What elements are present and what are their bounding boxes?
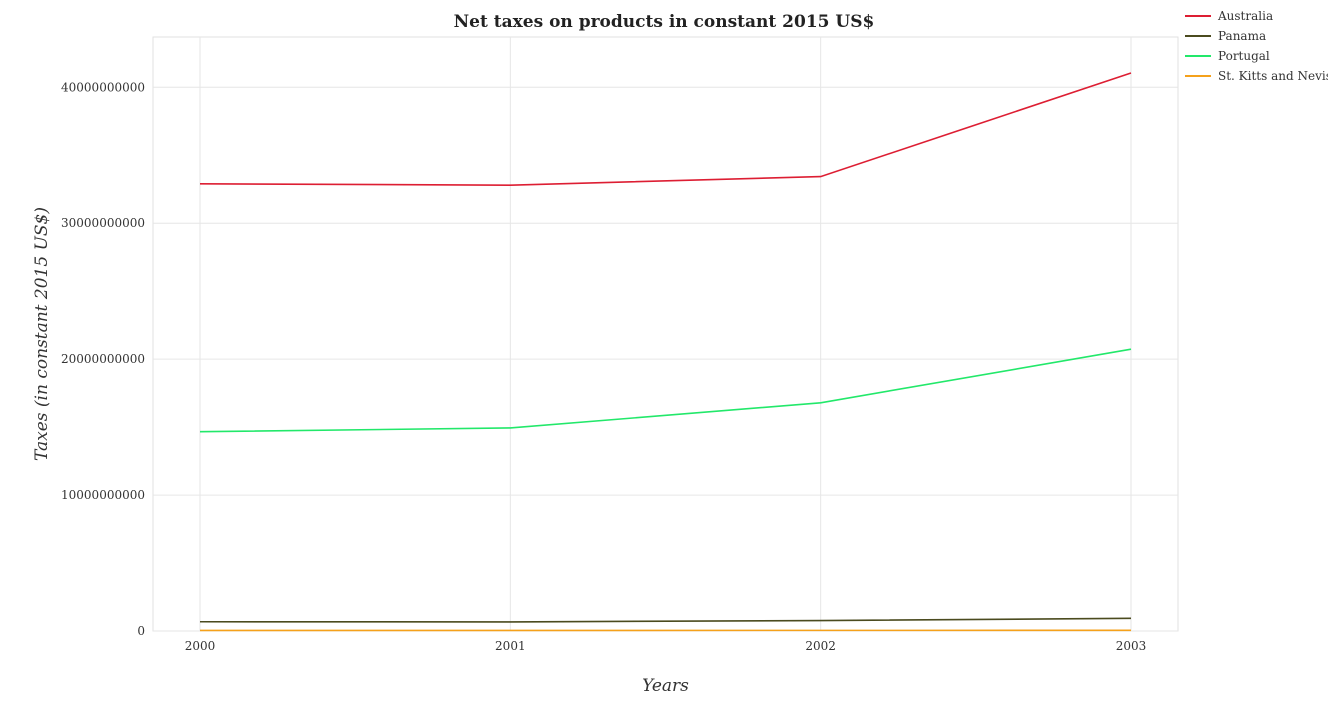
legend-label: Portugal: [1218, 49, 1270, 63]
chart-title: Net taxes on products in constant 2015 U…: [454, 12, 875, 32]
legend-label: Australia: [1217, 9, 1273, 23]
x-tick-label: 2002: [805, 639, 836, 653]
x-tick-label: 2003: [1116, 639, 1147, 653]
y-tick-label: 40000000000: [61, 80, 145, 94]
y-axis-label: Taxes (in constant 2015 US$): [32, 207, 52, 461]
x-tick-label: 2001: [495, 639, 526, 653]
legend: Australia Panama Portugal St. Kitts and Nev…: [1185, 9, 1328, 83]
plot-area: [153, 37, 1178, 631]
y-tick-label: 30000000000: [61, 216, 145, 230]
y-tick-label: 20000000000: [61, 352, 145, 366]
x-axis-label: Years: [642, 676, 689, 696]
legend-label: St. Kitts and Nevis: [1218, 69, 1328, 83]
x-tick-label: 2000: [185, 639, 216, 653]
y-tick-label: 10000000000: [61, 488, 145, 502]
legend-label: Panama: [1218, 29, 1266, 43]
y-tick-label: 0: [137, 624, 145, 638]
